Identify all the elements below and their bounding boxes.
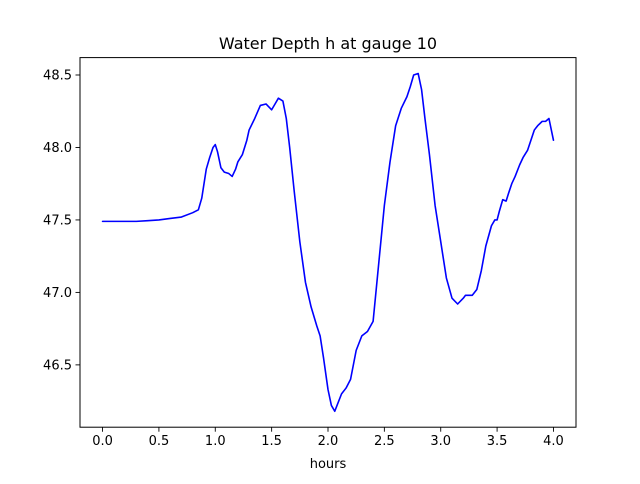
x-tick-label: 2.0	[318, 434, 339, 449]
y-axis-ticks: 46.5 47.0 47.5 48.0 48.5	[43, 68, 80, 373]
y-tick-label: 48.5	[43, 68, 72, 83]
series-line-0	[101, 72, 555, 413]
y-tick-label: 48.0	[43, 141, 72, 156]
x-tick-label: 4.0	[543, 434, 564, 449]
x-tick-label: 0.0	[92, 434, 113, 449]
chart-title: Water Depth h at gauge 10	[219, 34, 437, 53]
x-axis-label: hours	[310, 457, 347, 472]
x-tick-label: 1.5	[261, 434, 282, 449]
x-tick-label: 0.5	[149, 434, 170, 449]
x-tick-label: 1.0	[205, 434, 226, 449]
y-tick-label: 47.0	[43, 286, 72, 301]
y-tick-label: 47.5	[43, 213, 72, 228]
x-axis-ticks: 0.0 0.5 1.0 1.5 2.0 2.5 3.0 3.5 4.0	[92, 427, 564, 449]
x-tick-label: 3.5	[487, 434, 508, 449]
x-tick-label: 3.0	[430, 434, 451, 449]
plot-area-frame	[79, 57, 577, 428]
series-layer	[101, 72, 555, 413]
x-tick-label: 2.5	[374, 434, 395, 449]
y-tick-label: 46.5	[43, 358, 72, 373]
